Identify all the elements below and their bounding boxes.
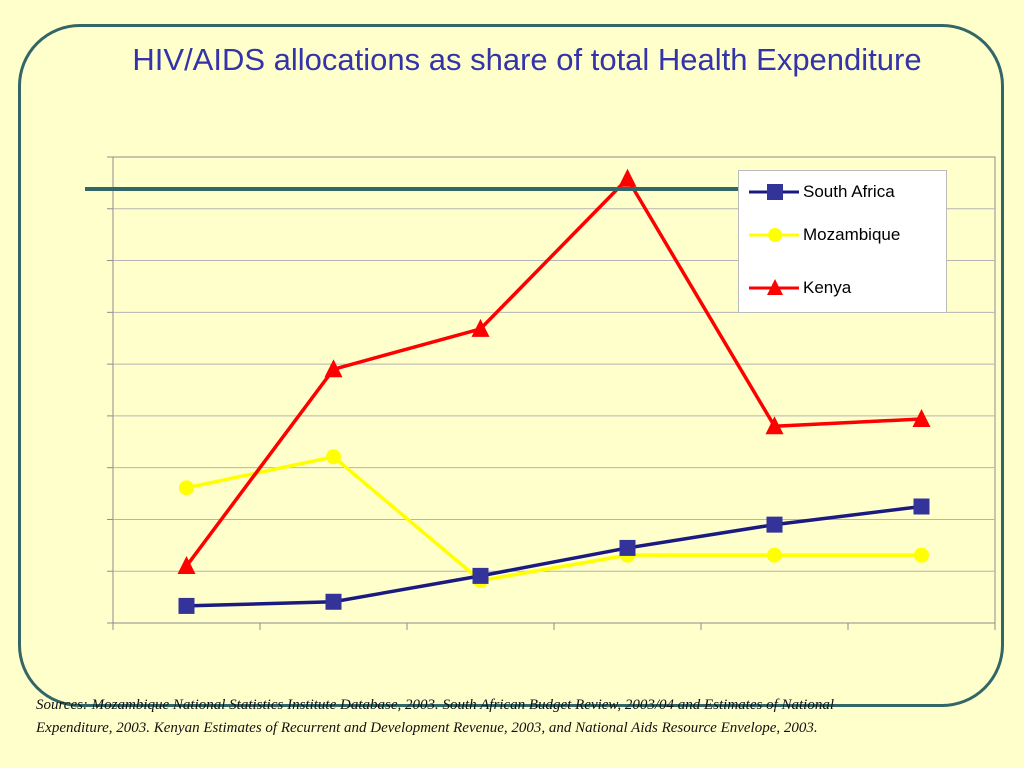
legend-item-mozambique: Mozambique <box>739 219 948 249</box>
sources-note: Sources: Mozambique National Statistics … <box>36 697 834 736</box>
legend-item-south-africa: South Africa <box>739 176 948 206</box>
data-point-mozambique <box>767 547 782 563</box>
data-point-kenya <box>471 318 490 337</box>
data-point-south-africa <box>619 539 636 556</box>
data-point-south-africa <box>325 593 342 610</box>
chart-title: HIV/AIDS allocations as share of total H… <box>132 42 922 77</box>
data-point-kenya <box>618 168 637 187</box>
series-line-mozambique <box>186 455 922 583</box>
data-point-south-africa <box>913 498 930 515</box>
triangle-marker-icon <box>749 279 799 295</box>
slide-frame <box>18 24 1004 707</box>
data-point-mozambique <box>914 547 929 563</box>
title-rule <box>85 187 765 191</box>
legend-label: Kenya <box>803 278 852 297</box>
data-point-south-africa <box>766 516 783 533</box>
chart-legend: South Africa Mozambique Kenya <box>738 170 947 313</box>
legend-label: Mozambique <box>803 225 901 244</box>
data-point-kenya <box>177 556 196 575</box>
circle-marker-icon <box>749 228 799 242</box>
legend-item-kenya: Kenya <box>739 272 948 302</box>
data-point-south-africa <box>178 597 195 614</box>
series-line-south-africa <box>186 504 922 608</box>
series-line-kenya <box>185 176 922 568</box>
data-point-mozambique <box>179 480 194 496</box>
data-point-kenya <box>324 359 343 378</box>
legend-label: South Africa <box>803 182 895 201</box>
data-point-kenya <box>912 408 931 427</box>
square-marker-icon <box>749 184 799 200</box>
data-point-kenya <box>765 416 784 435</box>
data-point-mozambique <box>326 449 341 465</box>
data-point-south-africa <box>472 567 489 584</box>
